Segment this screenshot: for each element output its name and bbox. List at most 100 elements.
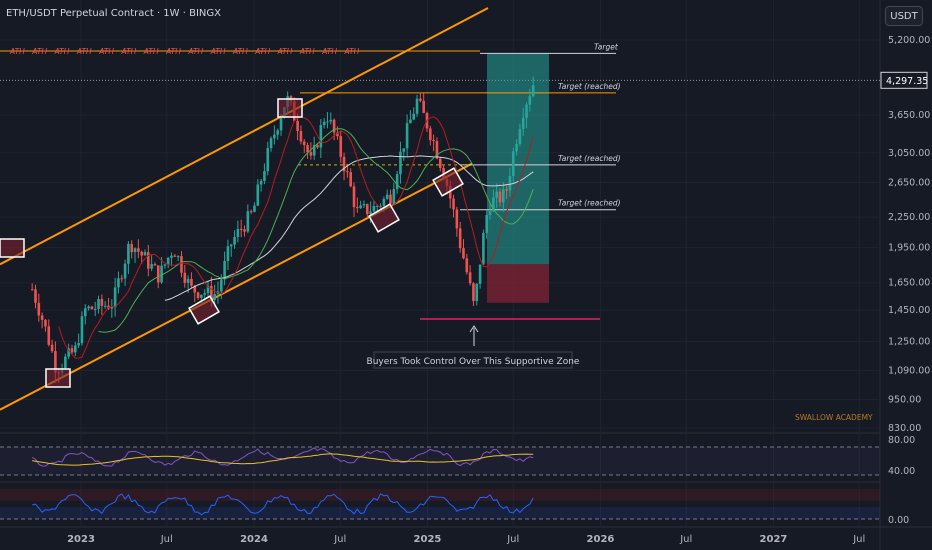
touch-highlight-box <box>432 167 464 197</box>
candle-body <box>472 283 475 302</box>
candle-body <box>349 172 352 187</box>
candle-body <box>34 289 37 303</box>
candle-body <box>306 145 309 153</box>
ath-marker: ATH <box>98 47 114 56</box>
candle-body <box>83 308 87 317</box>
candle-body <box>100 299 104 306</box>
touch-highlight-box <box>188 295 220 325</box>
candle-body <box>352 186 356 208</box>
candle-body <box>316 145 319 148</box>
rsi-axis-label: 40.00 <box>888 466 915 477</box>
annotation-arrow-head <box>469 325 479 333</box>
candle-body <box>70 348 74 353</box>
candle-body <box>176 256 180 258</box>
candle-body <box>518 129 522 144</box>
current-price-label: 4,297.35 <box>886 76 928 87</box>
candle-body <box>498 191 502 203</box>
current-price-badge <box>880 71 928 89</box>
ath-marker: ATH <box>187 47 203 56</box>
candle-body <box>362 204 366 206</box>
price-axis-label: 830.00 <box>888 423 921 434</box>
candle-body <box>190 278 193 286</box>
candle-body <box>322 121 326 126</box>
candle-body <box>346 171 349 173</box>
candle-body <box>140 251 143 256</box>
annotation-text: Buyers Took Control Over This Supportive… <box>367 357 580 367</box>
watermark: SWALLOW ACADEMY <box>795 413 873 422</box>
candle-body <box>309 152 313 156</box>
candle-body <box>492 197 495 212</box>
candle-body <box>127 244 130 264</box>
ath-marker: ATH <box>232 47 248 56</box>
annotation-box <box>373 351 573 369</box>
candle-body <box>521 117 525 130</box>
candle-body <box>296 120 299 131</box>
candle-body <box>478 264 482 284</box>
ath-marker: ATH <box>54 47 70 56</box>
candle-body <box>435 141 439 159</box>
price-axis-label: 950.00 <box>888 394 921 405</box>
candle-body <box>502 189 505 203</box>
candle-body <box>44 319 47 327</box>
candle-body <box>173 255 177 257</box>
ath-marker: ATH <box>143 47 159 56</box>
candle-body <box>462 248 465 259</box>
candle-body <box>339 136 343 157</box>
candle-body <box>409 119 412 124</box>
candle-body <box>54 351 57 373</box>
candle-body <box>389 194 392 204</box>
candle-body <box>77 343 80 346</box>
ath-marker: ATH <box>299 47 315 56</box>
candle-body <box>488 211 492 216</box>
candle-body <box>156 265 160 283</box>
ath-marker: ATH <box>76 47 92 56</box>
candle-body <box>137 248 140 252</box>
candle-body <box>110 307 114 309</box>
candle-body <box>269 138 273 149</box>
candle-body <box>273 134 276 139</box>
candle-body <box>50 344 54 352</box>
candle-body <box>40 315 44 320</box>
moving-average-long <box>164 155 534 301</box>
moving-average-short <box>58 116 534 359</box>
candle-body <box>279 117 283 131</box>
candle-body <box>183 272 187 283</box>
candle-body <box>180 256 183 273</box>
candle-body <box>531 85 535 97</box>
price-axis-label: 5,200.00 <box>888 35 930 46</box>
candle-body <box>123 263 127 279</box>
candle-body <box>336 132 339 137</box>
candle-body <box>47 326 51 345</box>
candle-body <box>263 171 266 181</box>
candle-body <box>525 104 528 118</box>
candle-body <box>392 189 396 204</box>
candle-body <box>312 145 316 156</box>
candle-body <box>253 205 256 212</box>
currency-button[interactable]: USDT <box>885 6 923 26</box>
candle-body <box>422 100 425 114</box>
ath-marker: ATH <box>321 47 337 56</box>
time-axis-label: 2024 <box>240 534 268 545</box>
osc-upper-zone <box>0 489 880 501</box>
price-axis-label: 1,090.00 <box>888 365 930 376</box>
candle-body <box>399 151 402 175</box>
time-axis-label: 2023 <box>67 534 95 545</box>
candle-body <box>97 299 100 309</box>
candle-body <box>246 211 250 232</box>
candle-body <box>147 252 150 269</box>
candle-body <box>87 306 90 309</box>
time-axis-label: 2026 <box>587 534 615 545</box>
candle-body <box>80 316 84 344</box>
candle-body <box>259 180 263 185</box>
target-label: Target (reached) <box>558 199 621 208</box>
candle-body <box>385 194 389 199</box>
price-axis-label: 1,250.00 <box>888 336 930 347</box>
candle-body <box>452 198 455 210</box>
candle-body <box>74 345 77 353</box>
candle-body <box>332 119 336 133</box>
candle-body <box>429 128 432 141</box>
candle-body <box>326 121 329 123</box>
candle-body <box>382 198 386 206</box>
candle-body <box>256 184 260 206</box>
